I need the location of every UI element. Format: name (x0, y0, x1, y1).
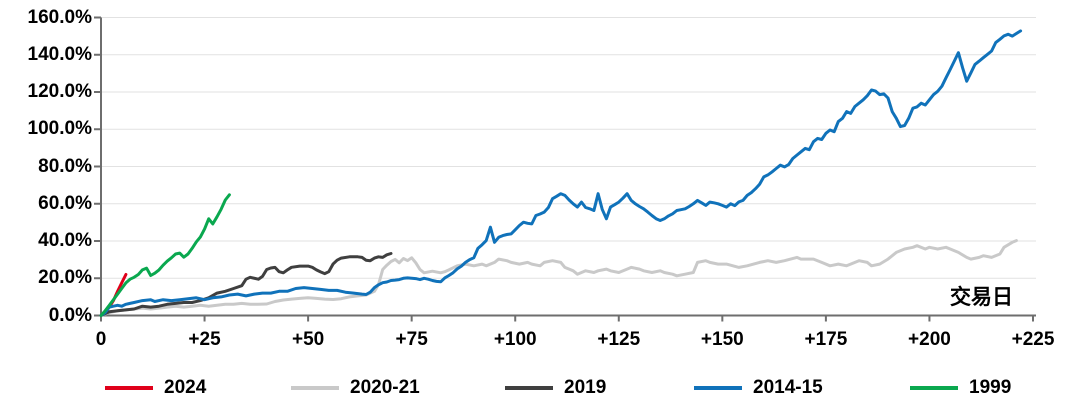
y-tick-label: 0.0% (48, 304, 92, 326)
y-tick-label: 60.0% (38, 192, 92, 214)
x-tick-label: +75 (395, 329, 428, 350)
x-tick-label: +200 (908, 329, 951, 350)
legend-swatch-2020-21 (291, 386, 339, 390)
y-tick-label: 160.0% (27, 6, 92, 28)
y-tick-label: 120.0% (27, 81, 92, 102)
legend-swatch-2024 (105, 386, 153, 390)
x-tick-label: +25 (188, 329, 221, 350)
legend-item-2020-21: 2020-21 (291, 377, 420, 399)
y-tick-label: 140.0% (27, 43, 92, 65)
legend-swatch-1999 (910, 386, 958, 390)
y-tick-label: 40.0% (38, 230, 92, 251)
series-line-2019 (99, 252, 393, 317)
legend-swatch-2014-15 (694, 386, 742, 390)
legend-label-2020-21: 2020-21 (350, 377, 420, 398)
x-tick-label: +100 (493, 329, 537, 350)
y-tick-label: 20.0% (38, 267, 92, 289)
legend-item-2024: 2024 (105, 377, 206, 399)
legend-label-2024: 2024 (164, 377, 207, 398)
legend-item-2014-15: 2014-15 (694, 377, 823, 399)
legend-label-2019: 2019 (564, 377, 607, 398)
legend-item-1999: 1999 (910, 377, 1011, 399)
legend-item-2019: 2019 (505, 377, 606, 399)
series-line-1999 (99, 193, 231, 317)
x-tick-label: +225 (1011, 329, 1055, 350)
series-line-2014-15 (99, 29, 1023, 317)
x-tick-label: +125 (597, 329, 641, 350)
y-tick-label: 80.0% (38, 155, 92, 177)
series-line-2020-21 (99, 239, 1018, 317)
x-tick-label: +175 (804, 329, 848, 350)
x-tick-label: +50 (291, 329, 325, 350)
x-axis-title: 交易日 (950, 286, 1013, 309)
y-tick-label: 100.0% (27, 118, 92, 140)
legend-label-1999: 1999 (969, 377, 1012, 398)
x-tick-label: 0 (95, 329, 107, 350)
x-tick-label: +150 (700, 329, 744, 350)
legend-label-2014-15: 2014-15 (753, 377, 823, 398)
legend-swatch-2019 (505, 386, 553, 390)
